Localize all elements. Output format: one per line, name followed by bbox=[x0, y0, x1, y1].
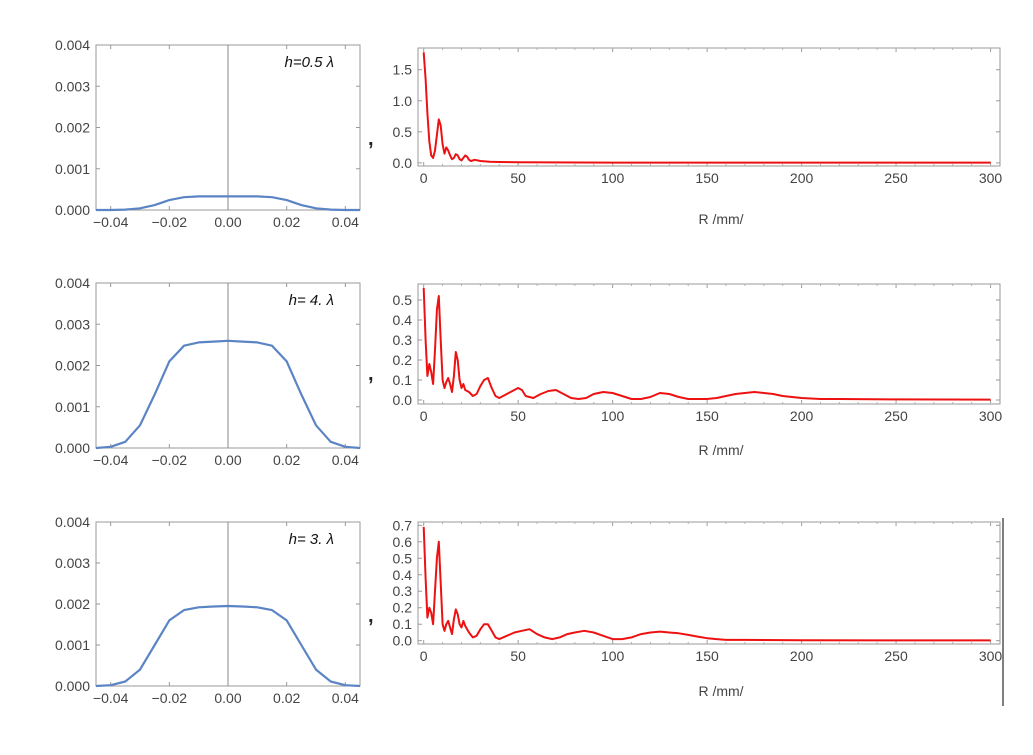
y-tick-label: 0.004 bbox=[55, 37, 90, 53]
y-tick-label: 1.5 bbox=[393, 62, 413, 78]
chart-panel-4: 0 50 100 150 200 250 300 0.5 0.4 0.3 0.2 0.1 0.0 R /m… bbox=[393, 283, 1003, 458]
x-tick-label: −0.04 bbox=[93, 452, 129, 468]
y-tick-label: 0.1 bbox=[393, 372, 413, 388]
y-tick-label: 0.5 bbox=[393, 292, 413, 308]
y-tick-label: 0.003 bbox=[55, 78, 90, 94]
x-axis-label: R /mm/ bbox=[698, 683, 743, 699]
x-tick-label: 50 bbox=[510, 170, 526, 186]
row-separator-comma: , bbox=[368, 363, 374, 385]
x-tick-label: 250 bbox=[884, 408, 908, 424]
x-tick-label: 300 bbox=[979, 408, 1003, 424]
x-tick-label: 100 bbox=[601, 408, 625, 424]
chart-panel-6: 0 50 100 150 200 250 300 0.70.60.50.40.30.20.10… bbox=[393, 517, 1003, 699]
y-tick-label: 0.6 bbox=[393, 534, 413, 550]
y-tick-label: 0.003 bbox=[55, 316, 90, 332]
y-tick-label: 0.5 bbox=[393, 550, 413, 566]
x-tick-label: 0.00 bbox=[214, 452, 241, 468]
y-tick-label: 0.4 bbox=[393, 567, 413, 583]
series-line-1 bbox=[422, 526, 991, 642]
y-tick-label: 0.000 bbox=[55, 440, 90, 456]
y-tick-label: 0.3 bbox=[393, 583, 413, 599]
row-separator-comma: , bbox=[368, 605, 374, 627]
x-tick-label: 100 bbox=[601, 648, 625, 664]
plot-frame bbox=[417, 283, 1001, 405]
y-tick-label: 0.5 bbox=[393, 124, 413, 140]
x-tick-label: 250 bbox=[884, 170, 908, 186]
y-tick-label: 0.7 bbox=[393, 517, 413, 533]
y-tick-label: 0.001 bbox=[55, 637, 90, 653]
x-tick-label: 0 bbox=[420, 408, 428, 424]
series-line-1 bbox=[422, 52, 991, 164]
y-tick-label: 0.2 bbox=[393, 600, 413, 616]
y-tick-label: 0.0 bbox=[393, 155, 413, 171]
plot-frame bbox=[417, 47, 1001, 167]
row-separator-comma: , bbox=[368, 128, 374, 150]
y-tick-label: 0.0 bbox=[393, 633, 413, 649]
y-tick-label: 0.004 bbox=[55, 514, 90, 530]
x-tick-label: 0.00 bbox=[214, 690, 241, 706]
series-line-1 bbox=[95, 604, 361, 688]
x-tick-label: 100 bbox=[601, 170, 625, 186]
y-tick-label: 0.0 bbox=[393, 392, 413, 408]
x-tick-label: −0.02 bbox=[152, 214, 188, 230]
y-tick-label: 0.1 bbox=[393, 616, 413, 632]
plot-frame bbox=[417, 521, 1001, 645]
x-tick-label: 50 bbox=[510, 648, 526, 664]
series-line-1 bbox=[95, 339, 361, 450]
x-tick-label: 0 bbox=[420, 170, 428, 186]
panel-annotation: h= 3. λ bbox=[289, 531, 334, 548]
x-tick-label: 0.04 bbox=[332, 690, 359, 706]
y-tick-label: 0.002 bbox=[55, 358, 90, 374]
y-tick-label: 0.001 bbox=[55, 161, 90, 177]
x-tick-label: −0.04 bbox=[93, 214, 129, 230]
x-tick-label: 0.00 bbox=[214, 214, 241, 230]
x-tick-label: −0.02 bbox=[152, 690, 188, 706]
x-tick-label: 200 bbox=[790, 648, 814, 664]
x-tick-label: 300 bbox=[979, 170, 1003, 186]
y-tick-label: 0.003 bbox=[55, 555, 90, 571]
y-tick-label: 0.4 bbox=[393, 312, 413, 328]
y-tick-label: 1.0 bbox=[393, 93, 413, 109]
x-tick-label: −0.02 bbox=[152, 452, 188, 468]
x-tick-label: 150 bbox=[695, 170, 719, 186]
x-tick-label: 300 bbox=[979, 648, 1003, 664]
x-tick-label: 0.02 bbox=[273, 452, 300, 468]
x-tick-label: 150 bbox=[695, 408, 719, 424]
x-tick-label: 0.04 bbox=[332, 214, 359, 230]
y-tick-label: 0.000 bbox=[55, 202, 90, 218]
x-axis-label: R /mm/ bbox=[698, 211, 743, 227]
x-tick-label: −0.04 bbox=[93, 690, 129, 706]
chart-panel-1: −0.04 −0.02 0.00 0.02 0.04 0.004 0.003 0.002 0.0… bbox=[55, 37, 361, 230]
x-tick-label: 150 bbox=[695, 648, 719, 664]
x-tick-label: 200 bbox=[790, 170, 814, 186]
series-line-1 bbox=[96, 195, 360, 212]
x-tick-label: 0.04 bbox=[332, 452, 359, 468]
y-tick-label: 0.3 bbox=[393, 332, 413, 348]
y-tick-label: 0.002 bbox=[55, 120, 90, 136]
y-tick-label: 0.001 bbox=[55, 399, 90, 415]
y-tick-label: 0.002 bbox=[55, 596, 90, 612]
chart-panel-2: 0 50 100 150 200 250 300 1.5 1.0 0.5 0.0 R /mm/ bbox=[393, 47, 1003, 227]
y-tick-label: 0.000 bbox=[55, 678, 90, 694]
chart-panel-5: −0.04 −0.02 0.00 0.02 0.04 0.004 0.003 0.002 0.0… bbox=[55, 514, 361, 706]
x-tick-label: 0.02 bbox=[273, 690, 300, 706]
series-line-1 bbox=[422, 287, 991, 401]
x-tick-label: 250 bbox=[884, 648, 908, 664]
chart-panel-3: −0.04 −0.02 0.00 0.02 0.04 0.004 0.003 0.002 0.0… bbox=[55, 275, 361, 468]
x-axis-label: R /mm/ bbox=[698, 442, 743, 458]
x-tick-label: 200 bbox=[790, 408, 814, 424]
panel-annotation: h=0.5 λ bbox=[284, 54, 334, 71]
x-tick-label: 0 bbox=[420, 648, 428, 664]
x-tick-label: 0.02 bbox=[273, 214, 300, 230]
y-tick-label: 0.004 bbox=[55, 275, 90, 291]
x-tick-label: 50 bbox=[510, 408, 526, 424]
panel-annotation: h= 4. λ bbox=[289, 292, 334, 309]
y-tick-label: 0.2 bbox=[393, 352, 413, 368]
